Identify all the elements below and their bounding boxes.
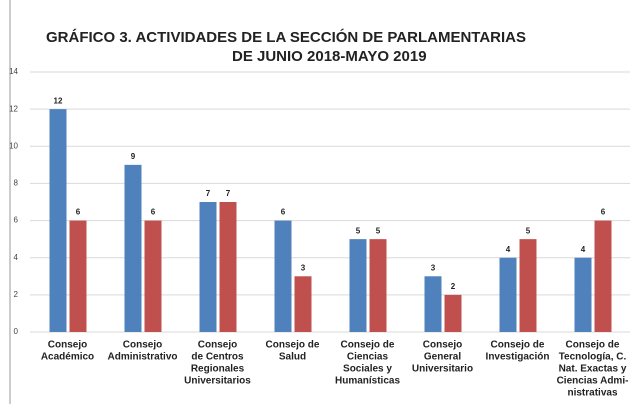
value-label: 5 (356, 226, 361, 235)
x-tick-label: Consejo de (566, 340, 620, 351)
bar (199, 202, 217, 332)
y-tick-label: 8 (14, 179, 19, 188)
bar (49, 109, 67, 333)
bar (274, 220, 292, 332)
value-label: 2 (451, 282, 456, 291)
x-tick-label: Humanísticas (335, 376, 400, 387)
bar (519, 239, 537, 332)
value-label: 7 (206, 189, 211, 198)
x-tick-label: Investigación (486, 352, 550, 363)
value-label: 7 (226, 189, 231, 198)
x-tick-label: Sociales y (343, 364, 392, 375)
bar (349, 239, 367, 332)
bar (444, 294, 462, 332)
x-tick-label: Universitarios (184, 376, 251, 387)
x-tick-label: Consejo de (266, 340, 320, 351)
value-label: 9 (131, 152, 136, 161)
x-tick-label: Consejo (48, 340, 87, 351)
x-tick-label: Salud (279, 352, 306, 363)
value-label: 4 (581, 245, 586, 254)
bar (594, 220, 612, 332)
x-tick-label: Universitario (412, 364, 473, 375)
x-tick-label: nistrativas (567, 388, 617, 399)
x-tick-label: Consejo (423, 340, 462, 351)
x-tick-label: Regionales (191, 364, 245, 375)
bar (219, 202, 237, 332)
chart-title: GRÁFICO 3. ACTIVIDADES DE LA SECCIÓN DE … (46, 28, 526, 46)
bar (499, 257, 517, 332)
x-tick-label: de Centros (191, 352, 244, 363)
bar (424, 276, 442, 332)
x-tick-label: Ciencias (347, 352, 389, 363)
value-label: 6 (151, 208, 156, 217)
x-tick-label: Consejo (123, 340, 162, 351)
chart-title: DE JUNIO 2018-MAYO 2019 (232, 48, 427, 65)
bar (124, 164, 142, 332)
value-label: 5 (526, 226, 531, 235)
x-tick-label: Consejo de (341, 340, 395, 351)
value-label: 5 (376, 226, 381, 235)
bar (144, 220, 162, 332)
y-tick-label: 2 (14, 290, 19, 299)
y-tick-label: 4 (14, 253, 19, 262)
y-tick-label: 12 (9, 104, 18, 113)
value-label: 12 (54, 96, 63, 105)
x-tick-label: Consejo (198, 340, 237, 351)
value-label: 4 (506, 245, 511, 254)
bar (369, 239, 387, 332)
y-tick-label: 0 (14, 327, 19, 336)
value-label: 3 (301, 263, 306, 272)
x-tick-label: Académico (41, 352, 94, 363)
value-label: 3 (431, 263, 436, 272)
x-tick-label: Administrativo (107, 352, 177, 363)
bar (69, 220, 87, 332)
y-tick-label: 10 (9, 141, 18, 150)
value-label: 6 (76, 208, 81, 217)
value-label: 6 (601, 208, 606, 217)
bar (294, 276, 312, 332)
x-tick-label: Tecnología, C. (559, 352, 627, 363)
bar (574, 257, 592, 332)
value-label: 6 (281, 208, 286, 217)
y-tick-label: 14 (9, 67, 18, 76)
y-tick-label: 6 (14, 216, 19, 225)
x-tick-label: Consejo de (491, 340, 545, 351)
x-tick-label: General (424, 352, 461, 363)
x-tick-label: Ciencias Admi- (557, 376, 629, 387)
x-tick-label: Nat. Exactas y (559, 364, 627, 375)
